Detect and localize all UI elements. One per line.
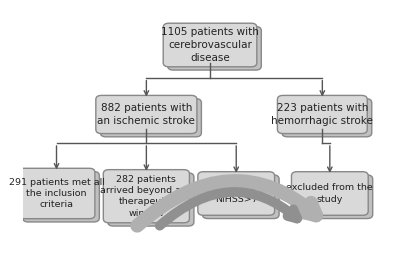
Text: 309 patients with
NIHSS>7: 309 patients with NIHSS>7 xyxy=(195,183,278,204)
Text: 223 patients with
hemorrhagic stroke: 223 patients with hemorrhagic stroke xyxy=(272,103,373,126)
Text: excluded from the
study: excluded from the study xyxy=(286,183,373,204)
Text: 882 patients with
an ischemic stroke: 882 patients with an ischemic stroke xyxy=(98,103,195,126)
FancyBboxPatch shape xyxy=(202,175,279,219)
FancyBboxPatch shape xyxy=(23,172,99,222)
FancyBboxPatch shape xyxy=(278,95,367,133)
FancyBboxPatch shape xyxy=(198,172,275,215)
FancyBboxPatch shape xyxy=(96,95,197,133)
Text: 1105 patients with
cerebrovascular
disease: 1105 patients with cerebrovascular disea… xyxy=(161,27,259,63)
FancyBboxPatch shape xyxy=(100,99,202,137)
FancyBboxPatch shape xyxy=(18,168,95,219)
FancyBboxPatch shape xyxy=(282,99,372,137)
FancyBboxPatch shape xyxy=(108,173,194,226)
FancyBboxPatch shape xyxy=(168,26,261,70)
FancyBboxPatch shape xyxy=(292,172,368,215)
FancyBboxPatch shape xyxy=(296,175,373,219)
Text: 282 patients
arrived beyond any
therapeutic
window: 282 patients arrived beyond any therapeu… xyxy=(100,175,193,218)
Text: 291 patients met all
the inclusion
criteria: 291 patients met all the inclusion crite… xyxy=(8,178,104,209)
FancyBboxPatch shape xyxy=(103,170,190,223)
FancyBboxPatch shape xyxy=(163,23,257,67)
